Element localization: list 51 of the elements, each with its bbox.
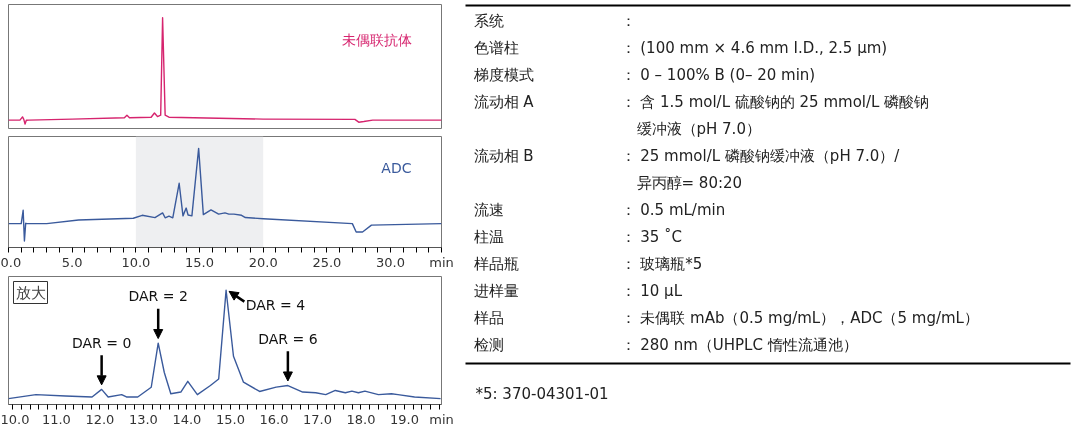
annotation: DAR = 6 <box>258 330 318 347</box>
x-tick-label: 18.0 <box>346 411 376 427</box>
x-tick-label: 10.0 <box>121 254 151 270</box>
text: 未偶联抗体 <box>341 31 412 48</box>
text: ： 25 mmol/L 磷酸钠缓冲液（pH 7.0）/ <box>620 146 901 165</box>
category-label: 流动相 B <box>473 146 534 165</box>
annotation: DAR = 0 <box>71 334 132 351</box>
x-tick-label: 17.0 <box>303 411 332 427</box>
text: 异丙醇= 80:20 <box>636 173 743 192</box>
x-tick-label: 0.0 <box>0 254 22 270</box>
x-tick-label: 15.0 <box>215 411 245 427</box>
category-label: 系统 <box>473 11 504 30</box>
x-tick-label: 25.0 <box>312 254 342 270</box>
category-label: 样品瓶 <box>473 254 519 273</box>
text: 缓冲液（pH 7.0） <box>636 119 761 138</box>
text: ： 未偶联 mAb（0.5 mg/mL），ADC（5 mg/mL） <box>620 308 979 327</box>
category-label: 流动相 A <box>473 92 535 111</box>
x-tick-label: 19.0 <box>390 411 419 427</box>
annotation: DAR = 2 <box>128 288 188 305</box>
text: ： 0 – 100% B (0– 20 min) <box>620 65 816 84</box>
x-tick-label: 13.0 <box>128 411 158 427</box>
text: *5: 370-04301-01 <box>475 384 609 403</box>
text: ： 0.5 mL/min <box>620 200 726 219</box>
category-label: 样品 <box>473 308 504 327</box>
x-axis-title: min <box>429 254 454 270</box>
category-label: 色谱柱 <box>473 38 519 57</box>
x-tick-label: 12.0 <box>85 411 115 427</box>
category-label: 检测 <box>473 335 504 354</box>
x-tick-label: 15.0 <box>185 254 215 270</box>
category-label: 柱温 <box>473 227 504 246</box>
annotation: 放大 <box>15 283 46 302</box>
text: ： 10 μL <box>620 281 683 300</box>
x-tick-label: 10.0 <box>0 411 30 427</box>
text: ADC <box>381 160 412 177</box>
x-tick-label: 20.0 <box>248 254 278 270</box>
x-tick-label: 11.0 <box>41 411 71 427</box>
text: ： (100 mm × 4.6 mm I.D., 2.5 μm) <box>620 38 888 57</box>
text: ： 玻璃瓶*5 <box>620 254 703 273</box>
x-tick-label: 30.0 <box>376 254 406 270</box>
text: ： 35 ˚C <box>620 227 683 246</box>
x-tick-label: 5.0 <box>61 254 83 270</box>
category-label: 流速 <box>473 200 504 219</box>
text: ： 含 1.5 mol/L 硫酸钠的 25 mmol/L 磷酸钠 <box>620 92 930 111</box>
text: ： 280 nm（UHPLC 惰性流通池） <box>620 335 858 354</box>
x-axis-title: min <box>429 411 454 427</box>
annotation: DAR = 4 <box>245 297 306 314</box>
category-label: 梯度模式 <box>472 65 534 84</box>
text: ： <box>620 11 636 30</box>
x-tick-label: 14.0 <box>172 411 202 427</box>
x-tick-label: 16.0 <box>259 411 289 427</box>
category-label: 进样量 <box>473 281 519 300</box>
